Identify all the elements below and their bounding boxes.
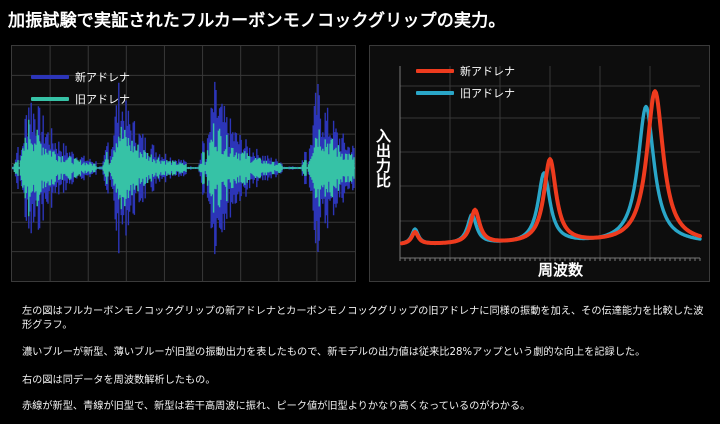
legend-item-new-freq: 新アドレナ: [416, 63, 515, 79]
description-paragraph-3: 右の図は同データを周波数解析したもの。: [22, 375, 216, 386]
description-paragraph-1: 左の図はフルカーボンモノコックグリップの新アドレナとカーボンモノコックグリップの…: [22, 306, 704, 331]
waveform-plot: [12, 46, 355, 281]
legend-item-new: 新アドレナ: [31, 69, 130, 85]
legend-item-old-freq: 旧アドレナ: [416, 85, 515, 101]
legend-swatch-new: [31, 75, 69, 79]
legend-label-new-freq: 新アドレナ: [460, 65, 515, 78]
x-axis-label: 周波数: [538, 261, 584, 279]
legend-swatch-old-freq: [416, 91, 454, 95]
freq-series-new: [400, 89, 702, 246]
frequency-chart: 新アドレナ 旧アドレナ 入出力比 周波数: [369, 45, 710, 282]
frequency-legend: 新アドレナ 旧アドレナ: [416, 63, 515, 101]
legend-label-new: 新アドレナ: [75, 71, 130, 84]
legend-label-old-freq: 旧アドレナ: [460, 87, 515, 100]
frequency-plot: [399, 66, 702, 261]
legend-label-old: 旧アドレナ: [75, 93, 130, 106]
description-paragraph-4: 赤線が新型、青線が旧型で、新型は若干高周波に振れ、ピーク値が旧型よりかなり高くな…: [22, 401, 531, 412]
y-axis-label: 入出力比: [374, 128, 392, 188]
freq-series-old: [400, 104, 702, 245]
waveform-chart: 新アドレナ 旧アドレナ: [11, 45, 356, 282]
legend-swatch-old: [31, 97, 69, 101]
waveform-legend: 新アドレナ 旧アドレナ: [31, 69, 130, 107]
page-headline: 加振試験で実証されたフルカーボンモノコックグリップの実力。: [8, 11, 506, 31]
legend-swatch-new-freq: [416, 69, 454, 73]
description-paragraph-2: 濃いブルーが新型、薄いブルーが旧型の振動出力を表したもので、新モデルの出力値は従…: [22, 347, 646, 358]
legend-item-old: 旧アドレナ: [31, 91, 130, 107]
